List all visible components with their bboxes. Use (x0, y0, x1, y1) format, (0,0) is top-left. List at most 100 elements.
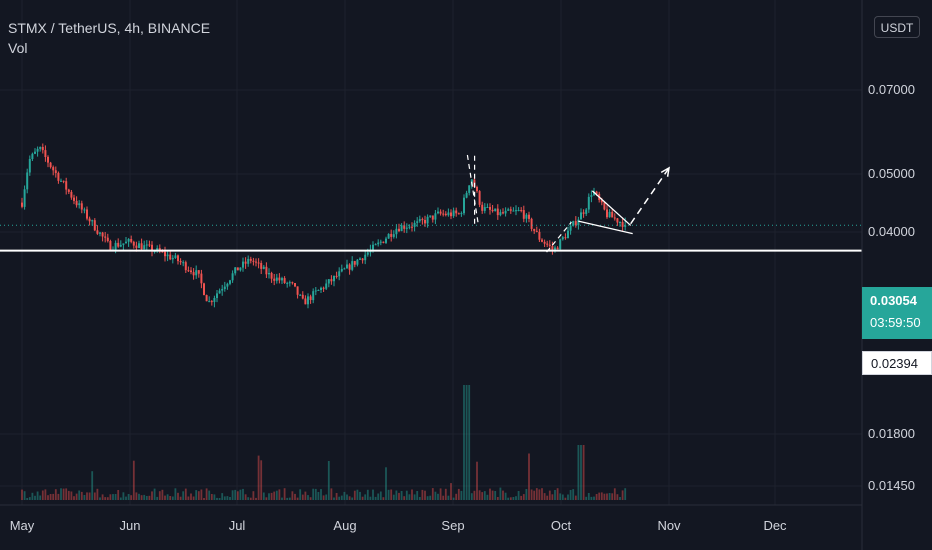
volume-bar (520, 495, 523, 500)
volume-bar (346, 494, 348, 500)
volume-bar (91, 471, 94, 500)
candle-body (278, 277, 281, 281)
volume-bar (286, 497, 289, 500)
volume-bar (416, 491, 419, 500)
volume-bar (65, 488, 68, 500)
volume-bar (31, 492, 34, 500)
volume-bar (83, 495, 86, 500)
volume-bar (522, 494, 525, 500)
volume-bar (340, 495, 343, 500)
candle-body (343, 268, 346, 270)
candle-body (569, 225, 572, 231)
volume-bar (330, 488, 333, 500)
candle-body (171, 257, 174, 260)
candle-body (517, 210, 520, 211)
candle-body (179, 261, 182, 263)
candle-body (528, 214, 530, 219)
candle-body (567, 230, 569, 239)
candle-body (561, 237, 564, 240)
candle-body (491, 209, 494, 212)
volume-bar (187, 496, 190, 500)
candle-body (291, 282, 294, 284)
volume-bars (21, 385, 627, 500)
candle-body (434, 213, 437, 220)
candle-body (216, 293, 218, 298)
volume-bar (530, 489, 533, 500)
candle-body (418, 219, 421, 222)
candle-body (88, 218, 91, 222)
volume-bar (491, 490, 494, 500)
volume-bar (75, 493, 78, 500)
volume-bar (216, 497, 218, 500)
candle-body (577, 219, 580, 226)
candle-body (65, 181, 68, 190)
volume-bar (379, 491, 382, 500)
volume-bar (502, 490, 504, 500)
volume-bar (595, 494, 598, 500)
volume-bar (273, 491, 276, 500)
volume-bar (582, 445, 585, 500)
volume-bar (478, 490, 481, 500)
volume-indicator-label[interactable]: Vol (8, 40, 28, 56)
volume-bar (309, 497, 312, 500)
candle-body (616, 218, 619, 223)
candle-body (572, 221, 575, 226)
volume-bar (517, 491, 520, 500)
volume-bar (244, 494, 247, 500)
candle-body (463, 197, 465, 214)
candle-body (75, 200, 78, 206)
volume-bar (281, 497, 283, 500)
price-label: 0.05000 (868, 166, 915, 181)
candle-body (262, 266, 265, 269)
candle-body (499, 212, 502, 216)
volume-bar (203, 498, 205, 500)
volume-bar (125, 496, 127, 500)
candle-body (613, 217, 616, 219)
volume-bar (177, 492, 179, 500)
candle-body (478, 191, 481, 205)
volume-bar (184, 488, 187, 500)
volume-bar (296, 497, 299, 500)
candle-body (161, 251, 164, 253)
volume-bar (489, 488, 491, 500)
candle-body (585, 209, 588, 214)
candle-body (125, 241, 127, 244)
volume-bar (171, 496, 174, 500)
candle-body (143, 245, 146, 250)
candle-body (52, 167, 55, 171)
symbol-title[interactable]: STMX / TetherUS, 4h, BINANCE (8, 20, 211, 36)
volume-bar (541, 488, 543, 500)
volume-bar (117, 490, 120, 500)
candle-body (593, 191, 595, 196)
candle-body (54, 170, 57, 173)
volume-bar (455, 493, 458, 500)
currency-button[interactable]: USDT (874, 16, 920, 38)
volume-bar (257, 455, 260, 500)
volume-bar (54, 489, 57, 500)
volume-bar (507, 497, 510, 500)
candle-body (60, 180, 62, 182)
candle-body (437, 211, 439, 214)
volume-bar (140, 495, 143, 500)
volume-bar (197, 491, 200, 500)
candle-body (512, 210, 515, 212)
candle-body (229, 280, 231, 284)
candle-body (587, 196, 590, 210)
candle-body (457, 213, 460, 215)
volume-bar (509, 497, 512, 500)
candle-body (226, 283, 229, 287)
candle-body (314, 290, 317, 292)
candle-body (296, 286, 299, 295)
candle-body (541, 239, 543, 242)
candle-body (455, 210, 458, 214)
volume-bar (452, 497, 455, 500)
volume-bar (327, 461, 330, 500)
volume-bar (481, 492, 484, 500)
candle-body (148, 244, 151, 246)
time-label: Nov (657, 518, 681, 533)
volume-bar (67, 490, 70, 500)
volume-bar (585, 496, 588, 500)
volume-bar (496, 497, 499, 500)
candle-body (145, 244, 148, 246)
